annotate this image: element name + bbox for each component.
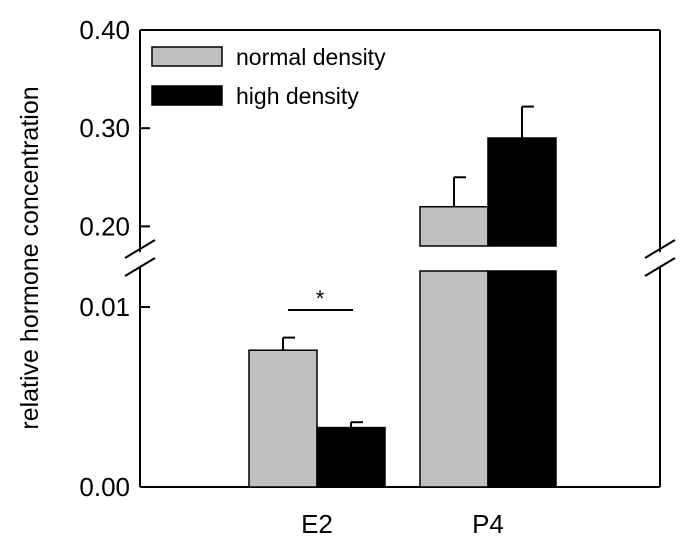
bar-P4-normal-density-lower	[419, 270, 489, 488]
axis-break-right-2	[644, 257, 676, 277]
axis-break-left-2	[124, 257, 156, 277]
bar-E2-normal-density	[248, 349, 318, 488]
error-bars	[282, 105, 534, 428]
y-axis-label: relative hormone concentration	[16, 86, 44, 429]
x-tick-label-E2: E2	[301, 509, 333, 539]
y-tick-label: 0.00	[79, 472, 130, 502]
y-ticks: 0.00 0.01 0.20 0.30 0.40	[79, 15, 150, 502]
axis-break-right-1	[644, 239, 676, 259]
legend-swatch-normal-density	[151, 46, 223, 67]
bar-P4-normal-density	[419, 205, 489, 247]
significance-marker: *	[316, 286, 325, 311]
axis-break-left-1	[124, 239, 156, 259]
bar-E2-high-density	[316, 426, 386, 488]
x-tick-label-P4: P4	[472, 509, 504, 539]
bars	[248, 137, 557, 488]
plot-frame	[124, 29, 676, 488]
y-tick-label: 0.40	[79, 15, 130, 45]
bar-P4-high-density-lower	[487, 270, 557, 488]
legend-swatch-high-density	[151, 85, 223, 106]
legend-label-normal-density: normal density	[236, 44, 386, 70]
bar-P4-high-density	[487, 137, 557, 247]
legend-label-high-density: high density	[236, 83, 359, 109]
y-tick-label: 0.30	[79, 113, 130, 143]
y-tick-label: 0.01	[79, 292, 130, 322]
x-tick-labels: E2 P4	[301, 509, 504, 539]
legend: normal density high density	[151, 44, 386, 109]
y-tick-label: 0.20	[79, 211, 130, 241]
